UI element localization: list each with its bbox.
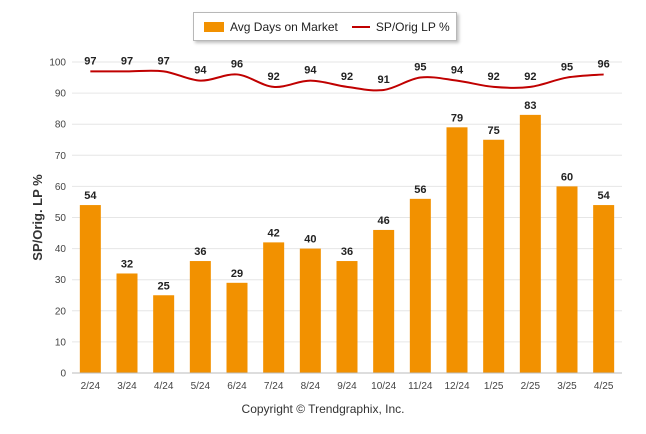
x-tick-label: 7/24 <box>264 381 284 392</box>
bar <box>79 205 101 373</box>
bar-value-label: 32 <box>121 258 133 270</box>
bar <box>116 273 138 373</box>
y-tick-label: 10 <box>55 337 67 348</box>
line-series-path <box>90 69 604 92</box>
bar <box>446 127 468 373</box>
line-value-label: 95 <box>414 62 426 74</box>
legend: Avg Days on Market SP/Orig LP % <box>193 12 457 41</box>
x-tick-label: 6/24 <box>227 381 247 392</box>
x-tick-label: 4/24 <box>154 381 174 392</box>
legend-bar-swatch <box>204 21 224 32</box>
bar <box>519 114 541 374</box>
bar <box>336 261 358 373</box>
line-value-label: 96 <box>598 58 610 70</box>
x-tick-label: 12/24 <box>444 381 469 392</box>
bar <box>593 205 615 373</box>
bar <box>153 295 175 373</box>
line-value-label: 94 <box>451 65 464 77</box>
y-tick-label: 30 <box>55 275 67 286</box>
bar-value-label: 60 <box>561 171 573 183</box>
x-tick-label: 3/24 <box>117 381 137 392</box>
y-tick-label: 40 <box>55 244 67 255</box>
bar-value-label: 42 <box>268 227 280 239</box>
bar-value-label: 25 <box>158 280 170 292</box>
line-value-label: 92 <box>488 71 500 83</box>
copyright-text: Copyright © Trendgraphix, Inc. <box>241 402 405 416</box>
y-axis-title: SP/Orig. LP % <box>30 174 45 261</box>
x-tick-label: 10/24 <box>371 381 396 392</box>
line-value-label: 94 <box>194 65 207 77</box>
bar-value-label: 46 <box>378 215 390 227</box>
bar-value-label: 75 <box>488 125 500 137</box>
line-value-label: 92 <box>341 71 353 83</box>
legend-bar-label: Avg Days on Market <box>230 19 338 34</box>
legend-item-bar[interactable]: Avg Days on Market <box>204 20 338 34</box>
bar-value-label: 36 <box>194 246 206 258</box>
line-value-label: 92 <box>268 71 280 83</box>
line-value-label: 92 <box>524 71 536 83</box>
bar-value-label: 79 <box>451 112 463 124</box>
y-tick-label: 90 <box>55 89 67 100</box>
line-value-label: 94 <box>304 65 317 77</box>
bar <box>483 139 505 373</box>
y-tick-label: 80 <box>55 120 67 131</box>
x-tick-label: 8/24 <box>301 381 321 392</box>
bar <box>226 282 248 373</box>
bar-value-label: 40 <box>304 234 316 246</box>
y-tick-label: 50 <box>55 213 67 224</box>
bar-value-label: 54 <box>84 190 97 202</box>
line-value-label: 97 <box>121 55 133 67</box>
bar <box>556 186 578 373</box>
legend-item-line[interactable]: SP/Orig LP % <box>351 19 450 34</box>
bar-value-label: 83 <box>524 100 536 112</box>
bar-value-label: 56 <box>414 184 426 196</box>
bar-value-label: 54 <box>598 190 611 202</box>
line-value-label: 97 <box>158 55 170 67</box>
x-tick-label: 1/25 <box>484 381 504 392</box>
y-tick-label: 20 <box>55 306 67 317</box>
bar <box>373 229 395 373</box>
x-tick-label: 5/24 <box>191 381 211 392</box>
legend-line-label: SP/Orig LP % <box>375 19 450 34</box>
y-tick-label: 0 <box>60 369 66 380</box>
x-tick-label: 2/24 <box>81 381 101 392</box>
legend-line-swatch <box>351 25 370 28</box>
x-tick-label: 11/24 <box>408 381 433 392</box>
bar <box>263 242 285 373</box>
bar <box>409 198 431 373</box>
line-value-label: 91 <box>378 74 390 86</box>
y-tick-label: 70 <box>55 151 67 162</box>
bar-value-label: 36 <box>341 246 353 258</box>
line-value-label: 95 <box>561 62 573 74</box>
x-tick-label: 4/25 <box>594 381 614 392</box>
line-value-label: 96 <box>231 58 243 70</box>
bar <box>299 248 321 373</box>
y-tick-label: 100 <box>49 58 66 69</box>
line-value-label: 97 <box>84 55 96 67</box>
x-tick-label: 9/24 <box>337 381 357 392</box>
x-tick-label: 2/25 <box>521 381 541 392</box>
x-tick-label: 3/25 <box>557 381 577 392</box>
bar-value-label: 29 <box>231 268 243 280</box>
bar <box>189 261 211 373</box>
y-tick-label: 60 <box>55 182 67 193</box>
